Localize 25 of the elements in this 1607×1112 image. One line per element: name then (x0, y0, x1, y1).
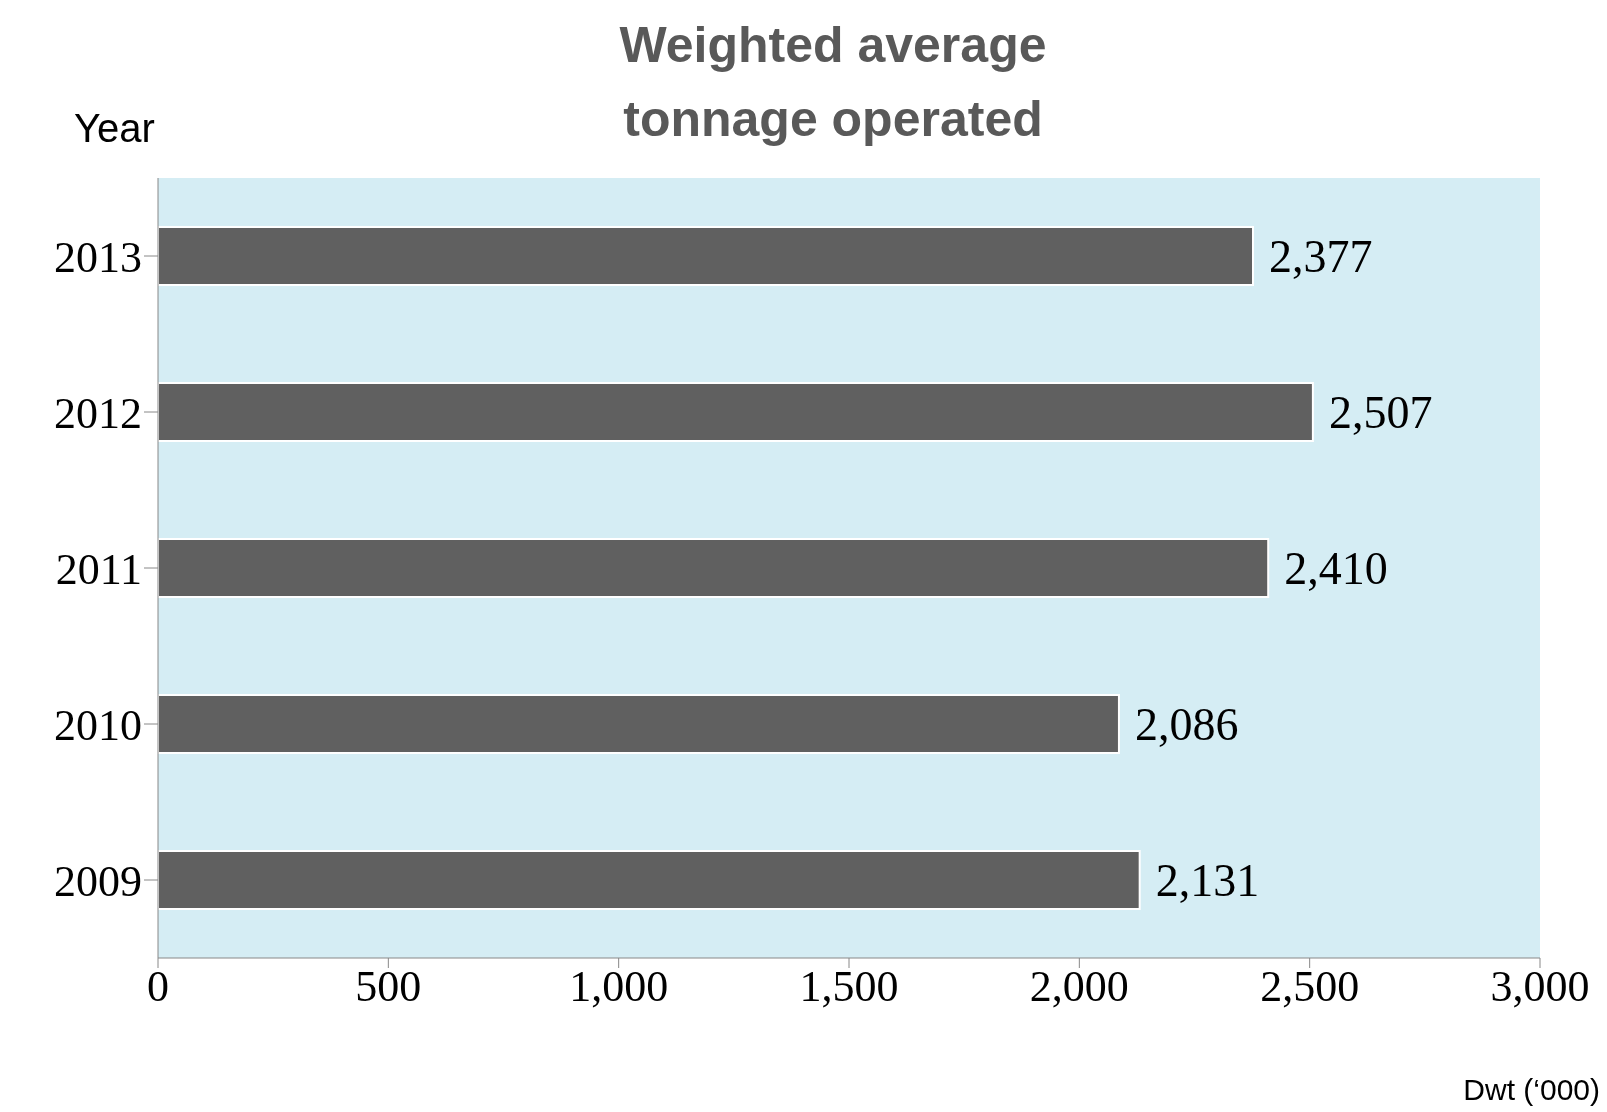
bar (158, 382, 1314, 442)
bar (158, 226, 1254, 286)
y-axis-title: Year (74, 106, 155, 151)
y-tick-label: 2013 (54, 232, 142, 282)
bar (158, 694, 1120, 754)
x-axis-title: Dwt (‘000) (1463, 1073, 1600, 1107)
data-label: 2,410 (1284, 543, 1388, 595)
data-label: 2,377 (1269, 231, 1373, 283)
y-tick-label: 2012 (54, 388, 142, 438)
bar (158, 850, 1141, 910)
x-tick-label: 2,000 (1029, 962, 1129, 1012)
x-tick-label: 1,000 (569, 962, 669, 1012)
x-tick-label: 0 (147, 962, 169, 1012)
y-tick-label: 2010 (54, 700, 142, 750)
x-tick-label: 3,000 (1490, 962, 1590, 1012)
y-tick-label: 2009 (54, 856, 142, 906)
bar (158, 538, 1270, 598)
x-tick-label: 500 (355, 962, 422, 1012)
data-label: 2,507 (1328, 387, 1433, 439)
x-tick-label: 1,500 (799, 962, 899, 1012)
data-label: 2,131 (1155, 855, 1260, 907)
x-tick-label: 2,500 (1260, 962, 1360, 1012)
y-tick-label: 2011 (55, 544, 142, 594)
chart-title: Weighted average tonnage operated (618, 16, 1048, 149)
data-label: 2,086 (1134, 699, 1239, 751)
